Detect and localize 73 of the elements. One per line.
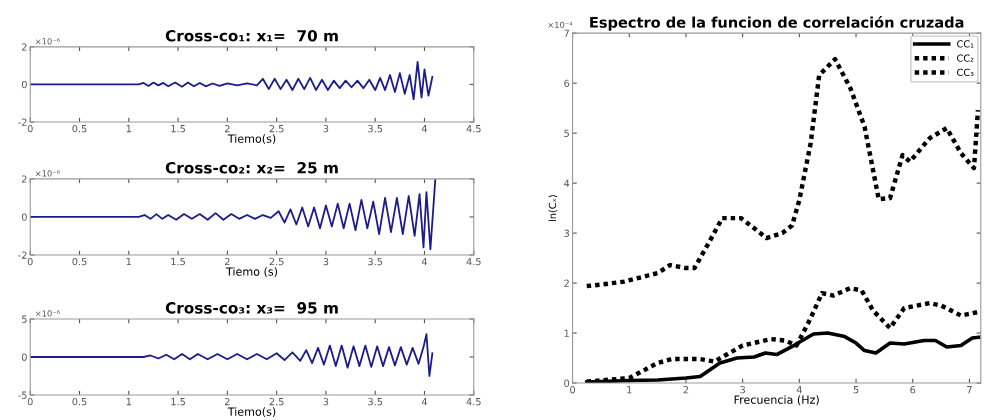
x-tick-label: 1.5 xyxy=(171,398,185,406)
x-tick-label: 4 xyxy=(421,258,428,266)
x-tick-label: 4 xyxy=(796,386,802,394)
x-tick-label: 4 xyxy=(421,398,428,406)
x-tick-label: 3 xyxy=(323,397,329,406)
line-series xyxy=(30,60,434,101)
x-tick-label: 2 xyxy=(224,397,230,406)
x-tick-label: 2.5 xyxy=(269,257,284,266)
x-tick-label: 6 xyxy=(910,385,916,394)
x-tick-label: 3 xyxy=(323,257,329,266)
x-axis-title: Tiemo (s) xyxy=(225,267,278,278)
line-series xyxy=(30,333,434,377)
x-tick-label: 2.5 xyxy=(269,397,284,406)
x-tick-label: 0.5 xyxy=(72,124,87,133)
legend-label: CC₁ xyxy=(957,40,974,48)
x-tick-label: 3.5 xyxy=(368,397,383,406)
y-tick-label: 0 xyxy=(21,80,27,89)
x-tick-label: 5 xyxy=(853,386,859,394)
x-tick-label: 4.5 xyxy=(466,125,481,133)
y-tick-label: 4 xyxy=(564,179,570,187)
y-axis-title: ln(Cₓ) xyxy=(548,195,558,221)
y-tick-label: -2 xyxy=(18,118,27,126)
x-tick-label: 7 xyxy=(967,386,972,394)
y-tick-label: 2 xyxy=(21,175,27,183)
y-tick-label: 1 xyxy=(564,329,569,337)
x-tick-label: 1.5 xyxy=(171,125,185,133)
x-tick-label: 4.5 xyxy=(466,398,481,406)
x-tick-label: 1 xyxy=(126,125,131,133)
text: ×10⁻⁶ xyxy=(35,310,60,317)
x-tick-label: 0.5 xyxy=(72,397,87,406)
y-tick-label: 0 xyxy=(21,213,27,221)
x-tick-label: 0.5 xyxy=(72,257,87,266)
chart-title: Cross-co₂: x₂= 25 m xyxy=(165,162,338,174)
x-tick-label: 3.5 xyxy=(368,124,383,133)
y-tick-label: -2 xyxy=(18,251,27,259)
x-tick-label: 2 xyxy=(224,124,230,133)
text: ×10⁻⁴ xyxy=(548,21,573,29)
x-tick-label: 1 xyxy=(126,398,131,406)
x-tick-label: 0 xyxy=(27,397,33,406)
y-tick-label: 0 xyxy=(21,353,27,361)
y-tick-label: 5 xyxy=(22,315,27,323)
x-tick-label: 1 xyxy=(126,258,131,266)
x-axis-title: Frecuencia (Hz) xyxy=(734,395,819,406)
chart-title: Cross-co₃: x₃= 95 m xyxy=(165,302,338,314)
text: ×10⁻⁶ xyxy=(35,170,60,177)
x-tick-label: 0 xyxy=(27,257,33,266)
y-tick-label: -5 xyxy=(18,391,27,399)
x-axis-title: Tiemo(s) xyxy=(227,407,276,418)
x-tick-label: 2.5 xyxy=(269,124,284,133)
x-tick-label: 4.5 xyxy=(466,258,481,266)
x-axis-title: Tiemo(s) xyxy=(227,134,276,145)
x-tick-label: 2 xyxy=(224,257,230,266)
legend-label: CC₂ xyxy=(957,54,974,62)
x-tick-label: 1 xyxy=(627,386,632,394)
x-tick-label: 4 xyxy=(421,125,428,133)
chart-title: Cross-co₁: x₁= 70 m xyxy=(165,29,338,42)
x-tick-label: 1.5 xyxy=(171,258,185,266)
legend-label: CC₃ xyxy=(957,68,974,77)
y-tick-label: 3 xyxy=(564,229,569,237)
y-tick-label: 7 xyxy=(564,29,569,37)
x-tick-label: 3 xyxy=(740,385,745,394)
chart-title: Espectro de la funcion de correlación cruzada xyxy=(590,15,964,31)
y-tick-label: 2 xyxy=(564,279,569,287)
text: ×10⁻⁶ xyxy=(35,38,60,45)
x-tick-label: 2 xyxy=(683,385,689,394)
y-tick-label: 2 xyxy=(21,43,27,51)
line-series xyxy=(30,178,437,251)
y-tick-label: 0 xyxy=(564,379,570,387)
x-tick-label: 0 xyxy=(27,124,33,133)
x-tick-label: 3.5 xyxy=(368,257,383,266)
line-series xyxy=(584,56,981,289)
x-tick-label: 3 xyxy=(323,124,329,133)
y-tick-label: 6 xyxy=(564,79,570,87)
